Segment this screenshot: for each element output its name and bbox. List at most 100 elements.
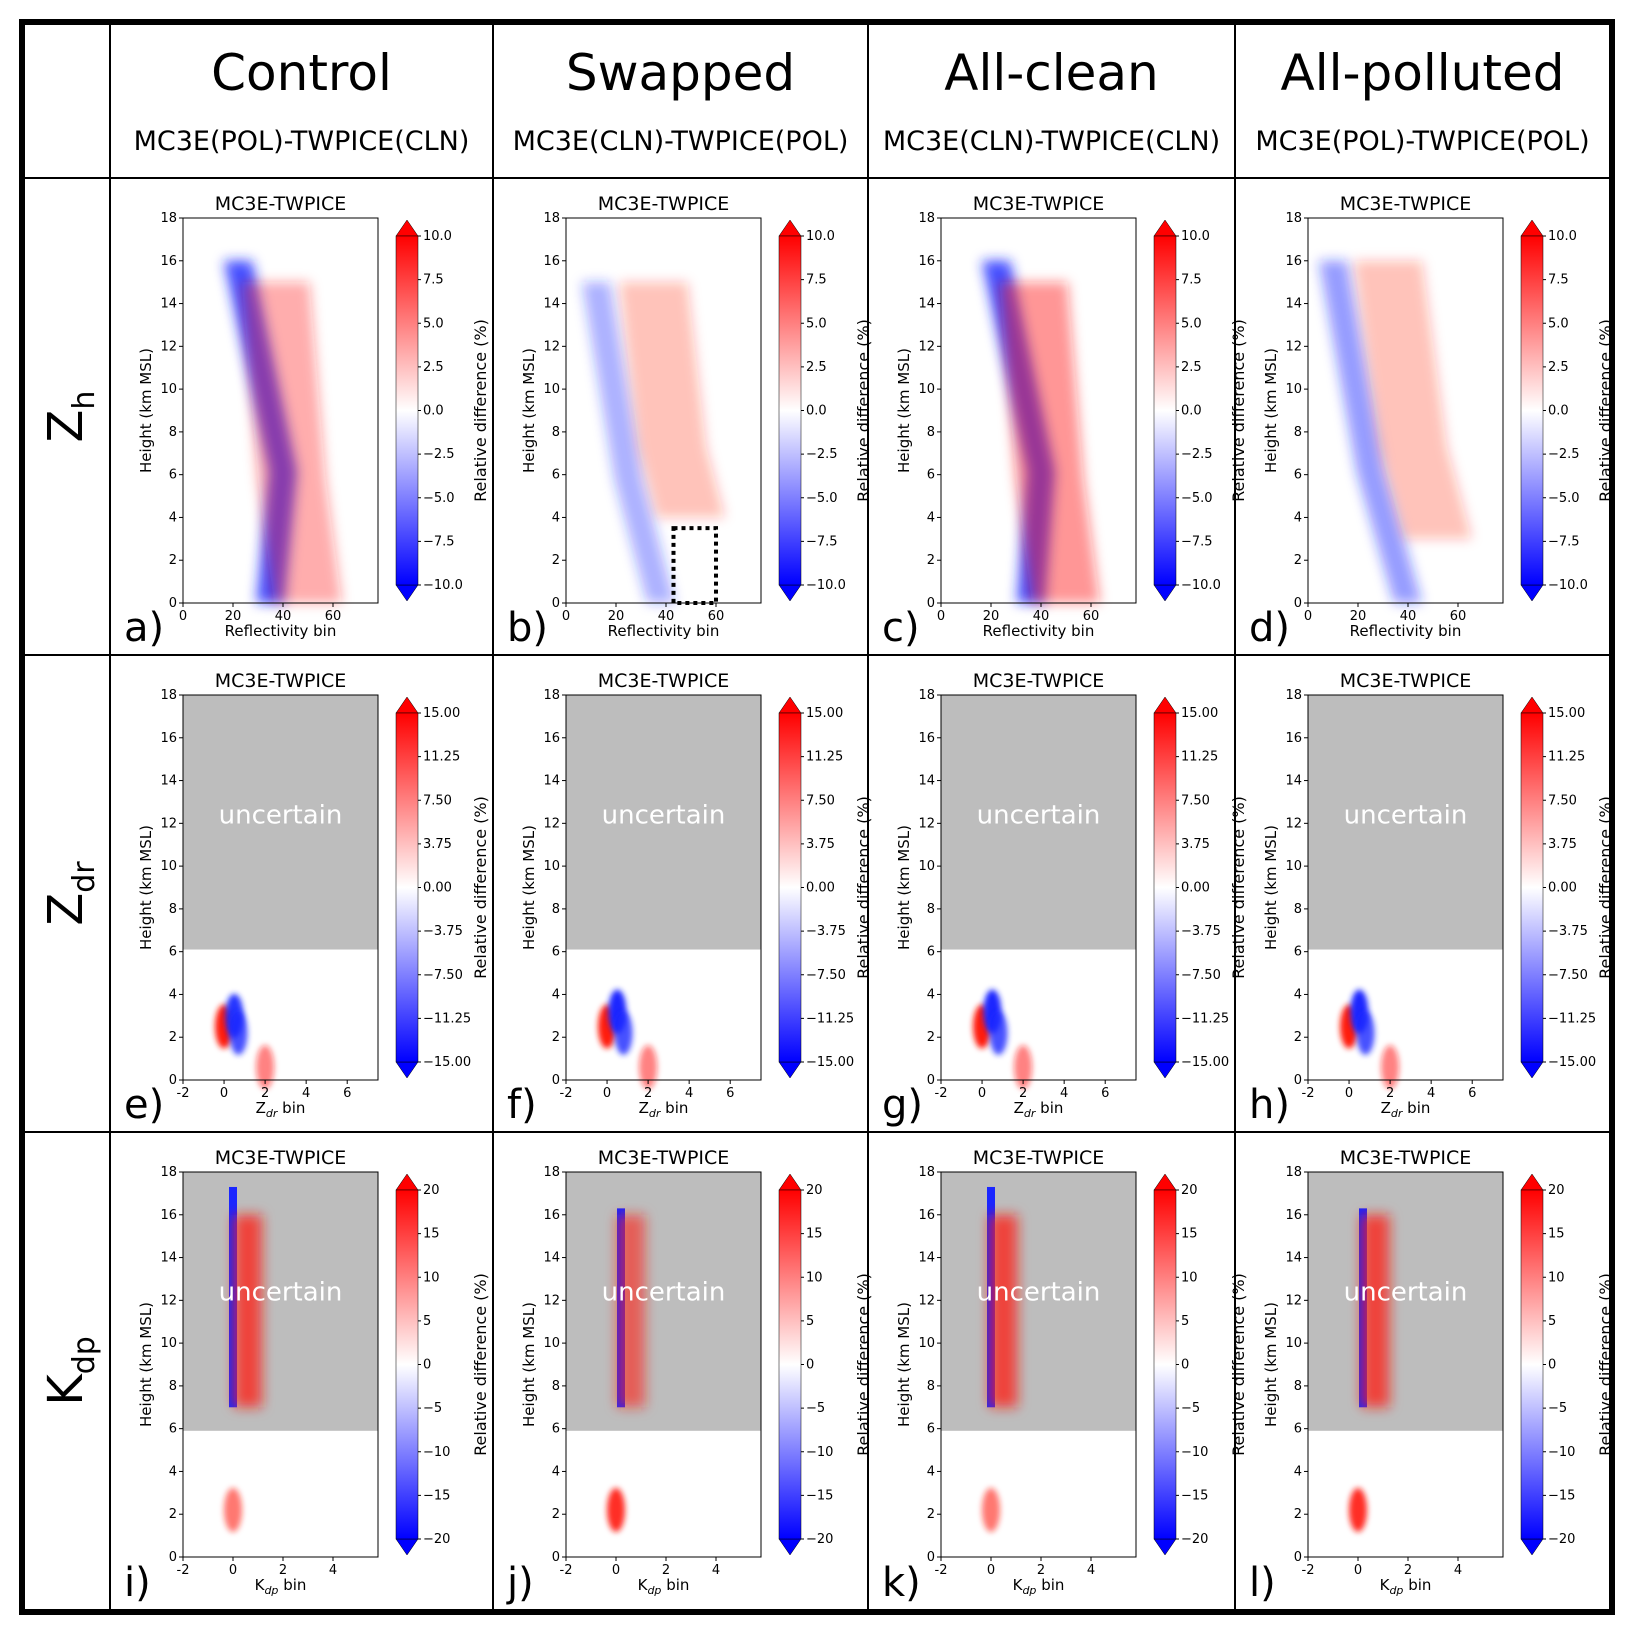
colorbar-label: Relative difference (%) bbox=[1596, 1273, 1615, 1456]
colorbar-tick-label: 2.5 bbox=[1548, 360, 1569, 375]
colorbar-extend-bottom bbox=[778, 1061, 802, 1079]
colorbar-tick-label: 15 bbox=[423, 1227, 440, 1242]
panel-b: MC3E-TWPICE 0 2 4 6 8 10 12 14 16 18 Height (km MSL… bbox=[507, 193, 873, 651]
x-axis-label-tail: bin bbox=[277, 1099, 305, 1117]
colorbar-tick-label: 0 bbox=[806, 1358, 814, 1373]
row-label: Kdp bbox=[38, 1336, 102, 1406]
uncertain-label: uncertain bbox=[602, 1277, 726, 1307]
colorbar-tick-label: −15 bbox=[1548, 1488, 1575, 1503]
colorbar bbox=[778, 712, 802, 1063]
x-tick-label: 4 bbox=[1454, 1563, 1462, 1578]
colorbar-tick-label: 15.00 bbox=[423, 706, 460, 721]
colorbar-extend-bottom bbox=[395, 1061, 419, 1079]
colorbar-tick-label: 10 bbox=[423, 1270, 440, 1285]
y-tick-label: 18 bbox=[918, 211, 935, 226]
y-tick-label: 16 bbox=[543, 731, 560, 746]
y-tick-label: 4 bbox=[169, 510, 177, 525]
colorbar-tick-label: 7.5 bbox=[1181, 273, 1202, 288]
x-tick-label: -2 bbox=[935, 1563, 948, 1578]
x-axis-label-sub: dr bbox=[1024, 1107, 1037, 1120]
x-tick-label: 40 bbox=[1400, 609, 1417, 624]
plot-frame bbox=[565, 694, 762, 1081]
x-tick-label: 40 bbox=[275, 609, 292, 624]
colorbar-tick-label: 10.0 bbox=[423, 229, 452, 244]
negative-blob bbox=[229, 1010, 248, 1055]
y-tick-label: 2 bbox=[169, 1507, 177, 1522]
colorbar-tick-label: −10 bbox=[1548, 1445, 1575, 1460]
x-axis-label: Kdp bin bbox=[638, 1576, 690, 1597]
y-tick-label: 14 bbox=[1285, 774, 1302, 789]
colorbar-tick-label: 5.0 bbox=[423, 316, 444, 331]
colorbar-tick-label: −20 bbox=[1181, 1532, 1208, 1547]
x-axis-label-tail: bin bbox=[1036, 1576, 1064, 1594]
x-axis-label: Reflectivity bin bbox=[608, 622, 720, 640]
colorbar-tick-label: 15 bbox=[1548, 1227, 1565, 1242]
colorbar-tick-label: 2.5 bbox=[1181, 360, 1202, 375]
y-tick-label: 12 bbox=[918, 339, 935, 354]
y-tick-label: 12 bbox=[543, 816, 560, 831]
panel-letter: h) bbox=[1249, 1082, 1290, 1128]
positive-streak bbox=[989, 1214, 1018, 1408]
x-tick-label: 60 bbox=[325, 609, 342, 624]
y-tick-label: 2 bbox=[169, 553, 177, 568]
y-tick-label: 2 bbox=[552, 1507, 560, 1522]
plot-frame bbox=[182, 1171, 379, 1558]
colorbar-tick-label: −11.25 bbox=[423, 1011, 471, 1026]
y-tick-label: 4 bbox=[1294, 987, 1302, 1002]
positive-band bbox=[1354, 260, 1472, 539]
y-tick-label: 0 bbox=[927, 1550, 935, 1565]
x-tick-label: 20 bbox=[608, 609, 625, 624]
panel-a: MC3E-TWPICE 0 2 4 6 8 10 12 14 16 18 Height (km MSL… bbox=[124, 193, 490, 651]
y-tick-label: 6 bbox=[1294, 945, 1302, 960]
plot-frame bbox=[182, 217, 379, 604]
row-label-text: Zh bbox=[38, 391, 102, 443]
y-axis-label-text: Height (km MSL) bbox=[137, 825, 155, 950]
y-tick-label: 6 bbox=[552, 468, 560, 483]
colorbar-tick-label: −7.5 bbox=[423, 534, 455, 549]
chart-panels: MC3E-TWPICE 0 2 4 6 8 10 12 14 16 18 Height (km MSL… bbox=[124, 193, 1615, 1606]
uncertain-label: uncertain bbox=[977, 800, 1101, 830]
x-tick-label: -2 bbox=[560, 1563, 573, 1578]
colorbar-tick-label: 0 bbox=[1548, 1358, 1556, 1373]
y-tick-label: 14 bbox=[918, 297, 935, 312]
y-tick-label: 10 bbox=[918, 1336, 935, 1351]
panel-letter: l) bbox=[1249, 1560, 1276, 1606]
colorbar-extend-bottom bbox=[1153, 1061, 1177, 1079]
y-axis-label: Height (km MSL) bbox=[1262, 825, 1280, 950]
colorbar-tick-label: 15 bbox=[806, 1227, 823, 1242]
x-tick-label: 2 bbox=[261, 1086, 269, 1101]
colorbar bbox=[395, 235, 419, 586]
colorbar-tick-label: −11.25 bbox=[1548, 1011, 1596, 1026]
colorbar-tick-label: 3.75 bbox=[806, 837, 835, 852]
colorbar-label-text: Relative difference (%) bbox=[471, 319, 490, 502]
positive-blob bbox=[639, 1045, 658, 1090]
y-tick-label: 8 bbox=[927, 1379, 935, 1394]
y-tick-label: 12 bbox=[160, 339, 177, 354]
colorbar-extend-top bbox=[1520, 219, 1544, 237]
plot-frame bbox=[940, 694, 1137, 1081]
y-tick-label: 8 bbox=[552, 425, 560, 440]
colorbar-tick-label: −11.25 bbox=[1181, 1011, 1229, 1026]
y-tick-label: 10 bbox=[543, 1336, 560, 1351]
y-tick-label: 8 bbox=[552, 902, 560, 917]
colorbar-extend-bottom bbox=[395, 1538, 419, 1556]
uncertain-mask bbox=[566, 1172, 761, 1431]
y-tick-label: 4 bbox=[1294, 510, 1302, 525]
x-tick-label: -2 bbox=[935, 1086, 948, 1101]
colorbar-label-text: Relative difference (%) bbox=[1596, 319, 1615, 502]
y-tick-label: 2 bbox=[169, 1030, 177, 1045]
heatmap-field bbox=[224, 1186, 262, 1532]
y-tick-label: 0 bbox=[1294, 1550, 1302, 1565]
column-subtitle: MC3E(POL)-TWPICE(POL) bbox=[1255, 126, 1589, 157]
y-axis-label-text: Height (km MSL) bbox=[1262, 1302, 1280, 1427]
colorbar-tick-label: 0 bbox=[1181, 1358, 1189, 1373]
colorbar-label-text: Relative difference (%) bbox=[1596, 796, 1615, 979]
colorbar-tick-label: −15.00 bbox=[1181, 1055, 1229, 1070]
colorbar-tick-label: −10 bbox=[1181, 1445, 1208, 1460]
panel-c: MC3E-TWPICE 0 2 4 6 8 10 12 14 16 18 Height (km MSL… bbox=[882, 193, 1248, 651]
colorbar-extend-bottom bbox=[1520, 584, 1544, 602]
colorbar-tick-label: 0.0 bbox=[423, 404, 444, 419]
row-label-sub: dp bbox=[67, 1336, 102, 1374]
panel-title: MC3E-TWPICE bbox=[973, 193, 1105, 215]
